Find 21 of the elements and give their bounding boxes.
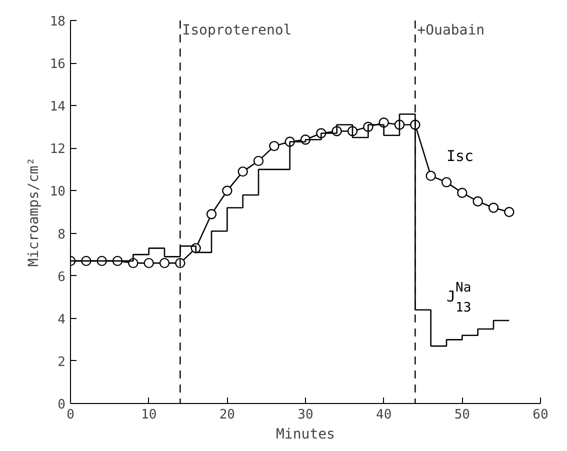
y-tick-label: 2 <box>58 354 66 370</box>
y-tick-label: 12 <box>50 142 66 158</box>
y-axis-title: Microamps/cm² <box>26 157 42 267</box>
y-tick-label: 8 <box>58 227 66 242</box>
x-tick-label: 60 <box>532 408 548 422</box>
series-label: Isc <box>446 147 474 166</box>
y-tick-label: 4 <box>58 312 66 328</box>
y-tick-label: 14 <box>50 100 66 115</box>
x-axis-title: Minutes <box>276 426 336 442</box>
x-tick-label: 10 <box>141 408 157 422</box>
ref-line-label: +Ouabain <box>417 22 485 38</box>
y-tick-label: 18 <box>50 14 66 30</box>
x-tick-label: 40 <box>376 408 392 422</box>
ref-line-label: Isoproterenol <box>182 22 292 38</box>
y-tick-label: 10 <box>50 184 66 200</box>
y-tick-label: 16 <box>50 57 66 72</box>
y-tick-label: 0 <box>58 398 66 412</box>
x-tick-label: 30 <box>298 408 314 422</box>
x-tick-label: 50 <box>454 408 470 422</box>
y-tick-label: 6 <box>58 270 66 285</box>
x-tick-label: 20 <box>219 408 235 422</box>
